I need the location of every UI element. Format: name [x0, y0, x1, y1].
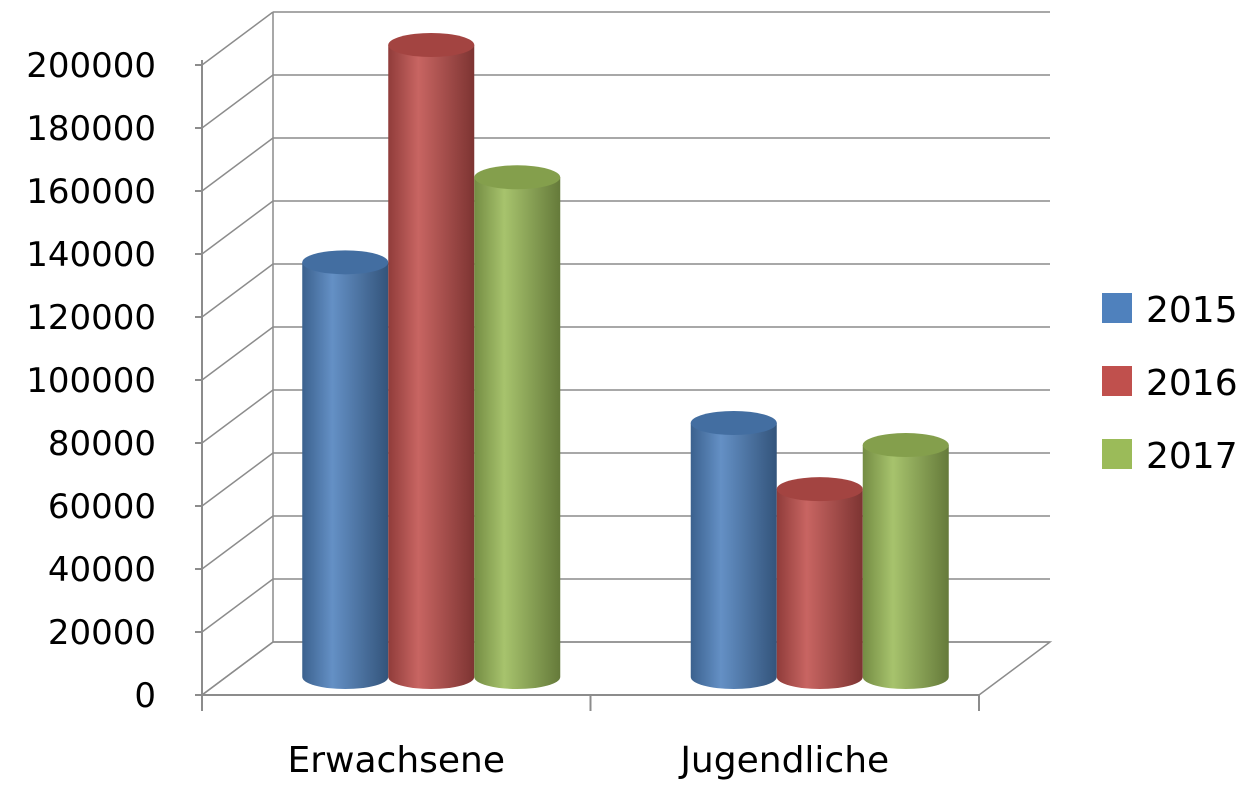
y-tick-label: 0	[134, 676, 156, 716]
axes	[195, 60, 980, 711]
legend-label: 2015	[1146, 290, 1238, 331]
bar	[862, 433, 949, 689]
bar	[388, 33, 475, 689]
x-axis-category-labels: Erwachsene Jugendliche	[287, 740, 889, 781]
y-tick-label: 140000	[26, 235, 156, 275]
bar-body	[474, 177, 561, 690]
bar-top	[776, 477, 863, 502]
bar-body	[776, 489, 863, 689]
bar-body	[862, 445, 949, 689]
legend: 2015 2016 2017	[1102, 290, 1238, 477]
floor-outline	[201, 641, 1053, 696]
gridline-side	[201, 515, 274, 570]
y-tick-label: 80000	[48, 424, 156, 464]
bar	[474, 165, 561, 690]
y-tick-label: 100000	[26, 361, 156, 401]
gridline-side	[201, 263, 274, 318]
y-tick-label: 180000	[26, 109, 156, 149]
bar	[776, 477, 863, 689]
bar-top	[690, 411, 777, 435]
y-tick-label: 200000	[26, 46, 156, 86]
y-tick-label: 20000	[48, 613, 156, 653]
legend-swatch	[1102, 366, 1132, 396]
gridline-side	[201, 452, 274, 507]
y-tick-label: 160000	[26, 172, 156, 212]
bar-body	[388, 45, 475, 689]
bar-top	[474, 165, 561, 190]
gridline-side	[201, 74, 274, 129]
y-tick-label: 60000	[48, 487, 156, 527]
gridline-side	[201, 137, 274, 192]
bar	[690, 411, 777, 689]
legend-label: 2016	[1146, 363, 1238, 404]
bar-top	[302, 250, 389, 275]
bar-body	[302, 262, 389, 689]
legend-swatch	[1102, 439, 1132, 469]
bar-top	[388, 33, 475, 57]
gridline-side	[201, 11, 274, 66]
legend-label: 2017	[1146, 436, 1238, 477]
x-category-label: Erwachsene	[287, 740, 505, 781]
gridline-side	[201, 578, 274, 633]
y-tick-label: 40000	[48, 550, 156, 590]
legend-swatch	[1102, 293, 1132, 323]
gridline-side	[201, 200, 274, 255]
bar-body	[690, 423, 777, 689]
bar-top	[862, 433, 949, 458]
x-category-label: Jugendliche	[678, 740, 889, 781]
gridline-side	[201, 326, 274, 381]
gridline-side	[201, 389, 274, 444]
y-tick-label: 120000	[26, 298, 156, 338]
bar	[302, 250, 389, 689]
y-axis-tick-labels: 0 20000 40000 60000 80000 100000 120000 140000 1…	[26, 46, 156, 716]
bars	[302, 33, 949, 690]
